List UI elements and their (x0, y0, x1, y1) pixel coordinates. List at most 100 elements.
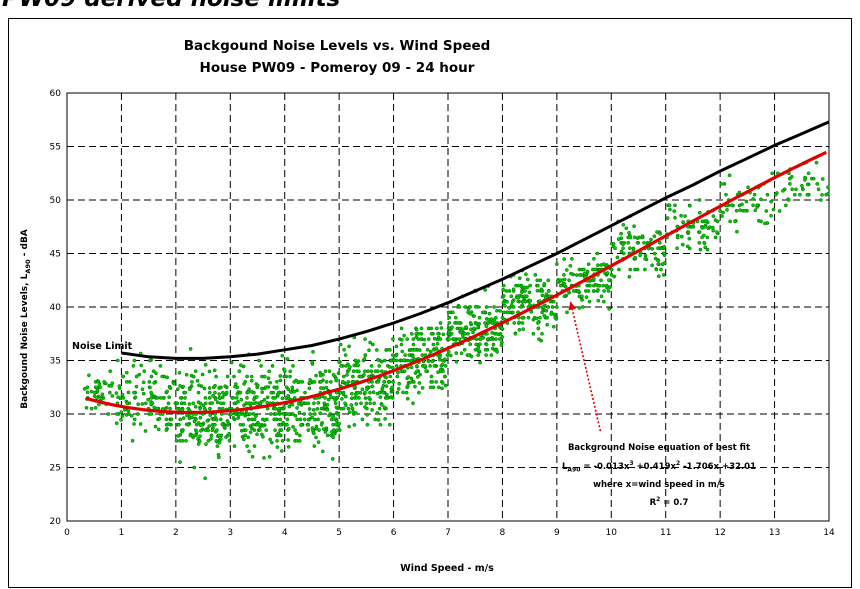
scatter-point (517, 276, 522, 281)
x-tick-label: 3 (227, 528, 233, 538)
scatter-point (346, 406, 351, 411)
scatter-point (330, 457, 335, 461)
scatter-point (408, 380, 412, 385)
scatter-point (632, 224, 636, 229)
scatter-point (302, 412, 307, 416)
scatter-point (268, 437, 272, 442)
scatter-point (815, 182, 820, 186)
scatter-point (633, 255, 638, 260)
scatter-point (278, 417, 283, 422)
fit-equation-annotation: Background Noise equation of best fit LA… (562, 443, 756, 508)
scatter-point (522, 294, 527, 299)
scatter-point (316, 417, 320, 422)
scatter-point (411, 337, 416, 341)
scatter-point (184, 372, 189, 377)
scatter-point (149, 412, 154, 416)
scatter-point (149, 374, 154, 379)
scatter-point (231, 396, 236, 400)
scatter-point (396, 387, 401, 391)
scatter-point (405, 384, 410, 388)
scatter-point (287, 404, 292, 409)
scatter-point (394, 364, 399, 368)
scatter-point (672, 209, 677, 213)
scatter-point (203, 476, 208, 481)
scatter-point (178, 396, 183, 400)
scatter-point (403, 353, 407, 357)
scatter-point (227, 431, 231, 436)
scatter-point (697, 240, 702, 245)
scatter-point (811, 176, 816, 181)
scatter-point (285, 357, 290, 361)
scatter-point (428, 349, 433, 354)
scatter-point (323, 396, 327, 400)
scatter-point (538, 278, 543, 283)
scatter-point (269, 390, 274, 395)
scatter-point (371, 390, 376, 395)
scatter-point (205, 418, 210, 423)
scatter-point (816, 187, 821, 192)
scatter-point (306, 417, 311, 422)
scatter-point (683, 214, 687, 218)
x-axis-ticks: 0 1 2 3 4 5 6 7 8 9 10 11 12 13 14 (64, 528, 835, 538)
scatter-point (533, 273, 538, 277)
scatter-point (759, 219, 763, 224)
scatter-point (201, 403, 206, 408)
scatter-point (288, 369, 293, 374)
scatter-point (177, 422, 181, 427)
scatter-point (382, 358, 387, 363)
scatter-point (713, 218, 718, 222)
scatter-point (387, 422, 392, 427)
scatter-point (290, 402, 295, 407)
scatter-point (474, 337, 479, 341)
scatter-point (510, 299, 515, 304)
scatter-point (306, 428, 311, 432)
scatter-point (509, 294, 514, 299)
scatter-point (619, 231, 623, 236)
scatter-point (551, 324, 556, 329)
scatter-point (628, 235, 633, 240)
scatter-point (388, 374, 393, 379)
scatter-point (251, 412, 256, 416)
fit-equation-title: Background Noise equation of best fit (568, 443, 750, 453)
scatter-point (820, 177, 825, 181)
scatter-point (286, 387, 291, 392)
scatter-point (140, 387, 145, 392)
scatter-point (362, 369, 367, 374)
scatter-point (293, 413, 298, 418)
scatter-point (108, 369, 113, 374)
scatter-point (299, 401, 304, 406)
scatter-point (417, 381, 422, 385)
scatter-point (334, 405, 339, 410)
scatter-point (326, 397, 331, 402)
scatter-point (733, 219, 737, 224)
scatter-point (222, 392, 227, 397)
scatter-point (513, 331, 518, 336)
scatter-point (349, 396, 354, 401)
scatter-point (458, 330, 463, 335)
scatter-point (413, 347, 417, 352)
scatter-point (405, 396, 410, 401)
scatter-point (425, 347, 430, 352)
scatter-point (167, 395, 172, 400)
scatter-point (640, 235, 645, 240)
scatter-point (143, 429, 148, 433)
scatter-point (437, 357, 442, 362)
scatter-point (493, 315, 498, 320)
scatter-point (238, 422, 243, 427)
scatter-point (329, 417, 334, 422)
scatter-point (483, 347, 488, 352)
scatter-point (771, 207, 776, 212)
scatter-point (386, 380, 391, 384)
scatter-point (192, 465, 197, 470)
scatter-point (439, 326, 444, 330)
scatter-point (107, 390, 112, 395)
scatter-point (349, 403, 354, 407)
scatter-point (340, 397, 344, 401)
scatter-point (445, 353, 450, 357)
scatter-point (787, 176, 792, 181)
scatter-point (443, 383, 448, 388)
scatter-point (436, 331, 440, 336)
scatter-point (203, 362, 208, 367)
scatter-point (339, 364, 343, 368)
scatter-point (472, 326, 476, 331)
